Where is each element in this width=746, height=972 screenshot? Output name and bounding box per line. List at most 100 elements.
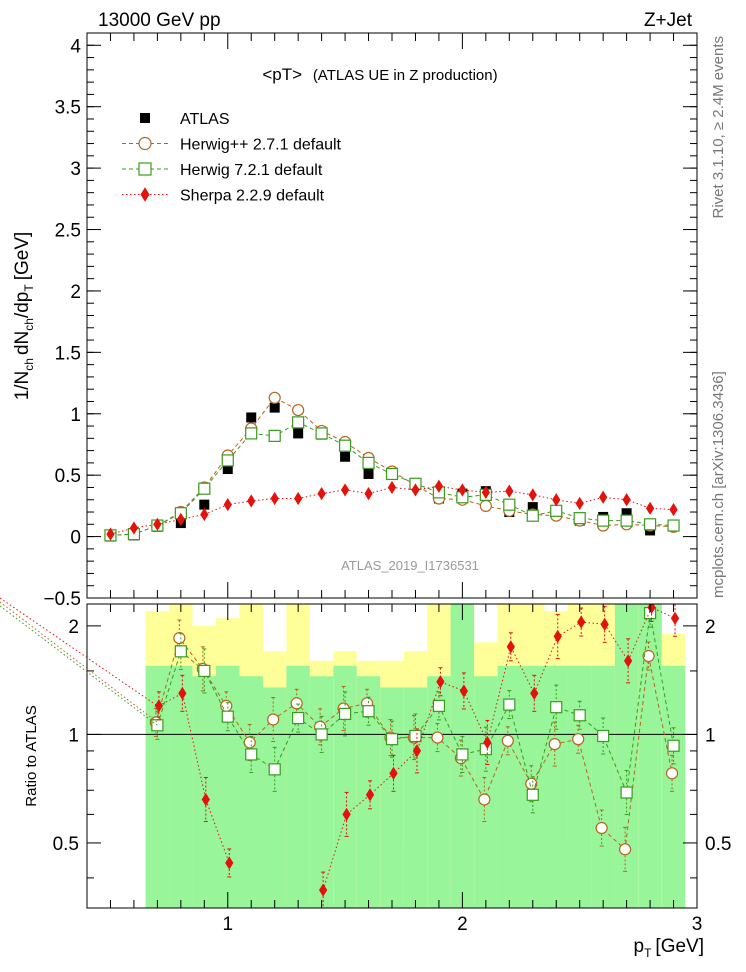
main-point-sherpa-2-2-9-default-2 [153, 517, 162, 531]
ratio-point-sherpa-2-2-9-default-10 [389, 766, 398, 780]
ratio-point-herwig-7-2-1-default-2 [198, 664, 211, 678]
ratio-point-herwig-2-7-1-default-19 [595, 821, 608, 835]
main-point-herwig-7-2-1-default-18 [526, 509, 539, 522]
ratio-stat-band-21 [638, 604, 662, 908]
main-point-herwig-7-2-1-default-12 [385, 467, 399, 481]
main-point-sherpa-2-2-9-default-8 [294, 491, 303, 506]
ratio-point-sherpa-2-2-9-default-15 [506, 640, 515, 654]
main-point-sherpa-2-2-9-default-21 [599, 490, 608, 504]
main-point-atlas-22 [621, 508, 632, 519]
main-point-herwig-7-2-1-default-19 [550, 504, 563, 517]
ratio-point-herwig-7-2-1-default-9 [362, 705, 375, 718]
header-right-label: Z+Jet [644, 10, 693, 31]
main-point-atlas-8 [293, 428, 304, 439]
main-point-herwig-7-2-1-default-10 [338, 439, 352, 452]
ratio-point-herwig-7-2-1-default-5 [268, 763, 281, 776]
ratio-stat-band-2 [192, 676, 217, 908]
main-point-herwig-7-2-1-default-7 [268, 429, 281, 442]
x-axis-label: pT [GeV] [634, 936, 705, 960]
main-point-sherpa-2-2-9-default-15 [458, 483, 467, 497]
main-point-sherpa-2-2-9-default-13 [411, 483, 420, 497]
ratio-point-herwig-7-2-1-default-3 [221, 710, 234, 723]
ratio-point-sherpa-2-2-9-default-7 [318, 883, 328, 897]
ratio-series-line-sherpa-2-2-9-default-0 [158, 692, 230, 864]
main-y-axis-label: 1/NchdNch/dpT[GeV] [12, 232, 36, 401]
main-y-tick-label-2: 0.5 [55, 466, 81, 487]
ratio-point-herwig-7-2-1-default-15 [503, 698, 516, 711]
ratio-point-sherpa-2-2-9-default-19 [600, 617, 609, 631]
main-point-atlas-4 [199, 499, 210, 510]
ratio-stat-band-17 [544, 665, 568, 908]
ratio-point-herwig-7-2-1-default-10 [385, 733, 399, 746]
ratio-point-herwig-7-2-1-default-4 [245, 748, 258, 761]
ratio-point-herwig-7-2-1-default-18 [573, 709, 586, 722]
ratio-point-herwig-7-2-1-default-1 [174, 645, 187, 658]
legend-label-0: ATLAS [180, 111, 230, 128]
legend: ATLAS Herwig++ 2.7.1 default Herwig 7.2.1 … [122, 111, 342, 205]
main-point-sherpa-2-2-9-default-5 [223, 498, 232, 512]
ratio-stat-band-18 [567, 665, 592, 908]
analysis-watermark: ATLAS_2019_I1736531 [341, 558, 479, 573]
ratio-point-sherpa-2-2-9-default-9 [365, 788, 375, 802]
main-point-sherpa-2-2-9-default-17 [505, 484, 514, 498]
ratio-point-sherpa-2-2-9-default-14 [483, 735, 492, 750]
main-y-tick-label-0: −0.5 [43, 589, 81, 610]
main-subtitle-text: (ATLAS UE in Z production) [313, 67, 498, 84]
main-point-sherpa-2-2-9-default-16 [481, 485, 490, 499]
ratio-point-herwig-7-2-1-default-20 [620, 786, 633, 799]
ratio-point-herwig-7-2-1-default-17 [550, 701, 563, 714]
main-point-sherpa-2-2-9-default-6 [247, 494, 256, 508]
ratio-point-sherpa-2-2-9-default-1 [178, 686, 187, 700]
rivet-version-label: Rivet 3.1.10, ≥ 2.4M events [710, 36, 727, 219]
main-point-sherpa-2-2-9-default-20 [575, 496, 584, 511]
ratio-point-herwig-7-2-1-default-8 [338, 707, 352, 720]
ratio-point-herwig-7-2-1-default-19 [597, 729, 610, 743]
ratio-point-herwig-7-2-1-default-13 [456, 748, 469, 761]
ratio-y-tick-label-1: 1 [68, 725, 79, 746]
ratio-point-herwig-7-2-1-default-22 [667, 739, 680, 752]
legend-marker-3 [140, 187, 150, 202]
ratio-stat-band-6 [286, 665, 310, 908]
ratio-point-sherpa-2-2-9-default-13 [459, 684, 469, 698]
main-panel: −0.5 0 0.5 1 1.5 2 2.5 3 3.5 4 <pT> (ATLAS UE in … [12, 32, 698, 610]
ratio-stat-band-22 [661, 665, 686, 908]
main-point-sherpa-2-2-9-default-10 [340, 483, 350, 497]
main-y-tick-label-3: 1 [70, 405, 81, 426]
ratio-stat-band-11 [403, 687, 428, 908]
main-point-herwig-7-2-1-default-23 [643, 518, 657, 531]
main-point-atlas-7 [269, 402, 280, 413]
main-point-herwig-7-2-1-default-4 [198, 482, 211, 495]
main-point-herwig-7-2-1-default-22 [620, 514, 633, 527]
main-point-herwig-2-7-1-default-7 [268, 391, 281, 404]
ratio-point-herwig-2-7-1-default-16 [525, 777, 538, 790]
main-point-sherpa-2-2-9-default-24 [669, 502, 678, 517]
ratio-point-herwig-2-7-1-default-21 [642, 649, 655, 663]
ratio-stat-band-1 [169, 665, 193, 908]
ratio-point-sherpa-2-2-9-default-8 [342, 807, 351, 821]
legend-marker-0 [140, 113, 150, 123]
main-y-tick-label-5: 2 [70, 282, 81, 303]
main-point-sherpa-2-2-9-default-18 [528, 488, 537, 502]
main-point-atlas-10 [340, 451, 351, 462]
main-point-sherpa-2-2-9-default-0 [106, 527, 115, 541]
main-point-sherpa-2-2-9-default-9 [317, 486, 326, 501]
ratio-point-sherpa-2-2-9-default-16 [530, 686, 539, 700]
main-point-atlas-18 [527, 502, 538, 513]
main-point-atlas-11 [363, 468, 374, 479]
main-point-sherpa-2-2-9-default-7 [270, 491, 279, 506]
ratio-stat-band-20 [614, 604, 639, 908]
ratio-point-herwig-2-7-1-default-15 [501, 734, 514, 747]
ratio-offscale-lines [0, 597, 158, 726]
ratio-stat-band-4 [239, 676, 263, 908]
ratio-point-sherpa-2-2-9-default-17 [553, 629, 562, 644]
ratio-point-herwig-2-7-1-default-17 [548, 738, 561, 751]
ratio-y-tick-label-0: 0.5 [53, 834, 79, 855]
legend-label-2: Herwig 7.2.1 default [180, 162, 323, 179]
ratio-point-herwig-2-7-1-default-12 [431, 731, 444, 744]
main-point-sherpa-2-2-9-default-11 [364, 486, 373, 501]
main-y-tick-label-4: 1.5 [55, 343, 81, 364]
main-point-herwig-7-2-1-default-5 [221, 454, 234, 467]
ratio-x-tick-label-1: 2 [457, 914, 468, 935]
main-point-sherpa-2-2-9-default-23 [645, 501, 655, 515]
